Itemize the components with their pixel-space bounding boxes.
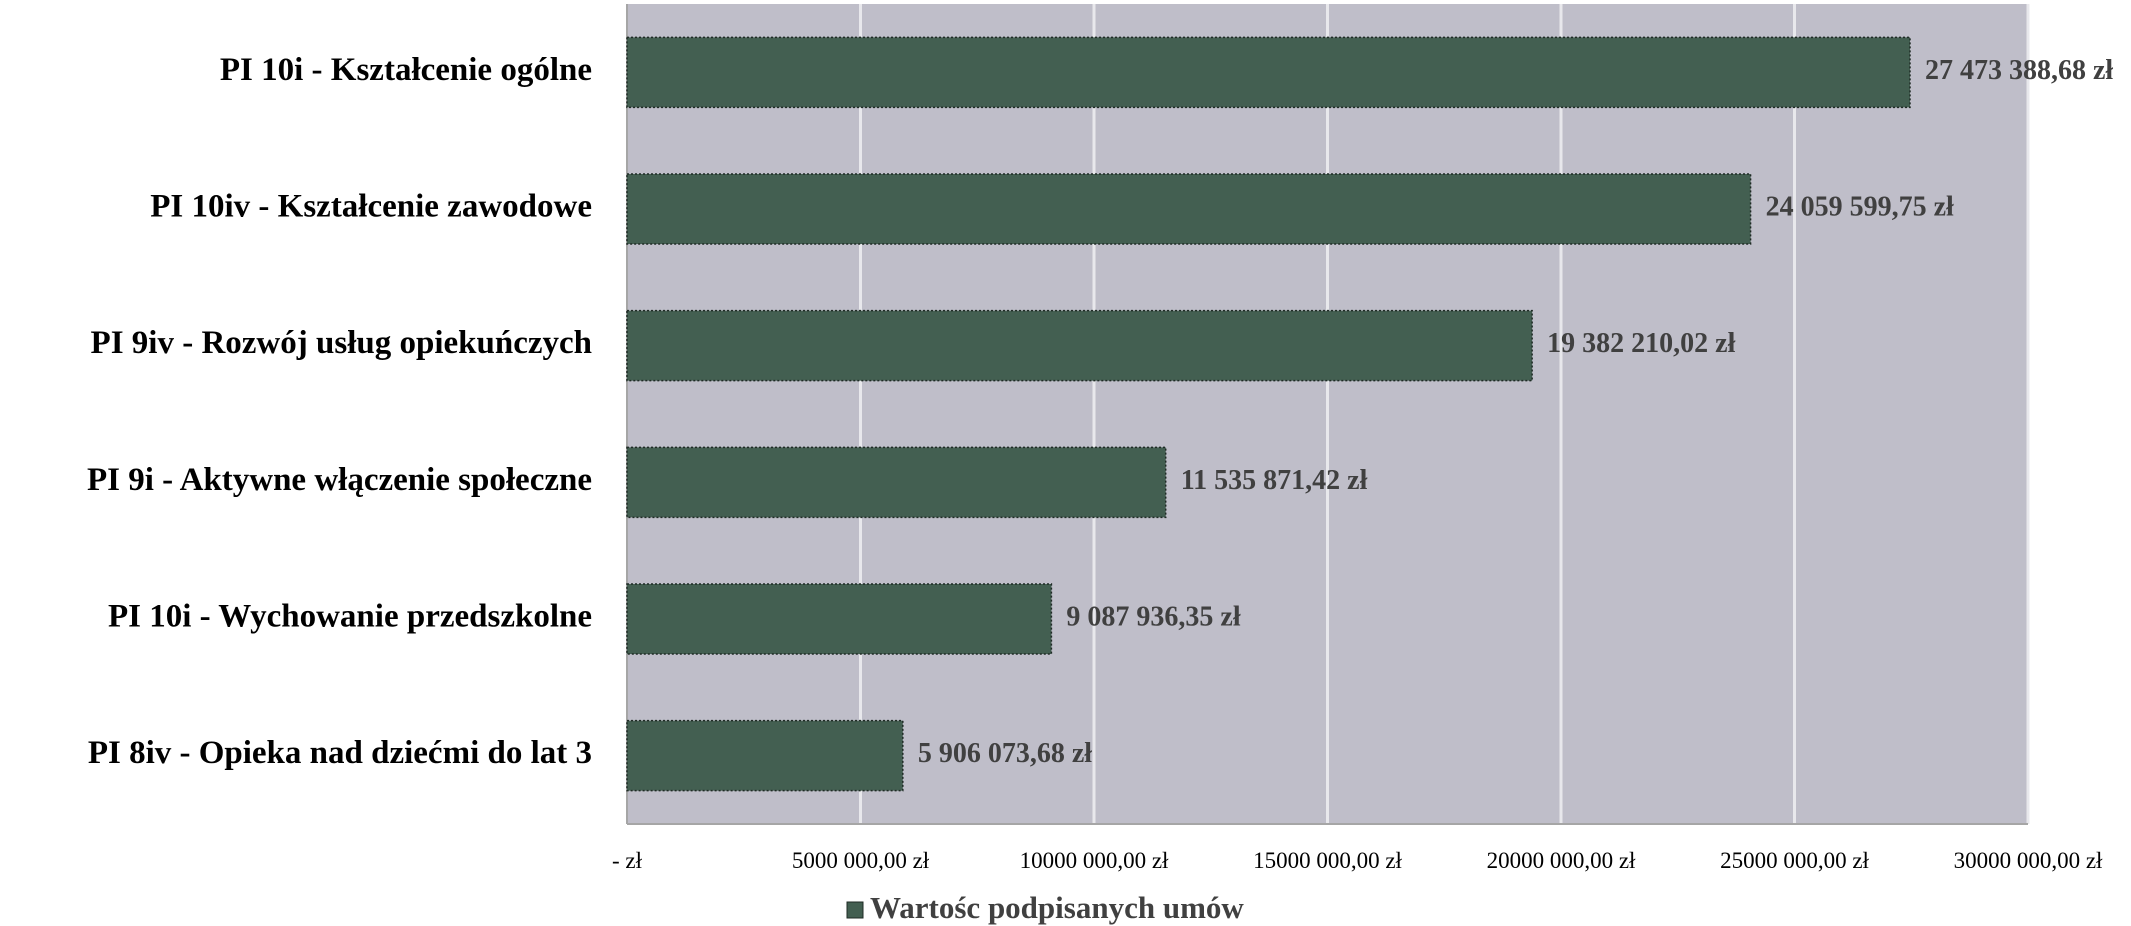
data-label: 24 059 599,75 zł — [1766, 191, 1954, 222]
category-label: PI 10i - Kształcenie ogólne — [220, 52, 592, 88]
category-label: PI 10iv - Kształcenie zawodowe — [150, 189, 592, 225]
bar — [626, 309, 1533, 382]
x-tick-label: 25000 000,00 zł — [1720, 848, 1869, 873]
x-tick-label: 20000 000,00 zł — [1487, 848, 1636, 873]
x-tick-label: 5000 000,00 zł — [792, 848, 930, 873]
data-label: 19 382 210,02 zł — [1547, 328, 1735, 359]
bar — [626, 446, 1167, 519]
category-label: PI 9i - Aktywne włączenie społeczne — [87, 462, 592, 498]
gridlines — [626, 4, 2030, 825]
category-label: PI 9iv - Rozwój usług opiekuńczych — [91, 325, 592, 361]
bar — [626, 719, 904, 792]
x-axis-tick-labels: - zł 5000 000,00 zł 10000 000,00 zł 15000 0… — [612, 848, 2103, 873]
bar — [626, 173, 1752, 245]
category-labels: PI 10i - Kształcenie ogólne PI 10iv - Ksz… — [87, 52, 592, 771]
legend-label: Wartośc podpisanych umów — [870, 890, 1244, 925]
data-label: 27 473 388,68 zł — [1925, 55, 2113, 86]
bar — [626, 36, 1911, 109]
data-label: 5 906 073,68 zł — [918, 738, 1092, 769]
x-tick-label: 30000 000,00 zł — [1954, 848, 2103, 873]
category-label: PI 8iv - Opieka nad dziećmi do lat 3 — [88, 735, 592, 771]
legend-swatch — [846, 901, 864, 919]
bars — [626, 36, 1911, 792]
data-label: 9 087 936,35 zł — [1066, 601, 1240, 632]
category-label: PI 10i - Wychowanie przedszkolne — [108, 599, 592, 635]
x-tick-label: 10000 000,00 zł — [1020, 848, 1169, 873]
data-label: 11 535 871,42 zł — [1181, 465, 1368, 496]
bar — [626, 583, 1053, 655]
x-tick-label: - zł — [612, 848, 643, 873]
legend: Wartośc podpisanych umów — [846, 890, 1244, 925]
data-labels: 27 473 388,68 zł 24 059 599,75 zł 19 382 2… — [918, 55, 2114, 769]
x-tick-label: 15000 000,00 zł — [1253, 848, 1402, 873]
